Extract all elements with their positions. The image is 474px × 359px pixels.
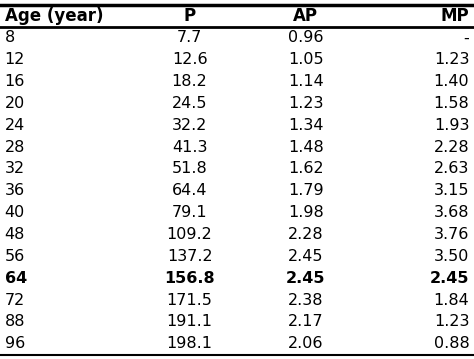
- Text: 40: 40: [5, 205, 25, 220]
- Text: 36: 36: [5, 183, 25, 198]
- Text: 88: 88: [5, 314, 25, 330]
- Text: 32: 32: [5, 162, 25, 177]
- Text: 12: 12: [5, 52, 25, 67]
- Text: 28: 28: [5, 140, 25, 155]
- Text: 109.2: 109.2: [167, 227, 212, 242]
- Text: P: P: [183, 7, 196, 25]
- Text: 1.93: 1.93: [434, 118, 469, 133]
- Text: 56: 56: [5, 249, 25, 264]
- Text: 1.05: 1.05: [288, 52, 324, 67]
- Text: 24.5: 24.5: [172, 96, 207, 111]
- Text: 1.48: 1.48: [288, 140, 324, 155]
- Text: 1.62: 1.62: [288, 162, 324, 177]
- Text: 3.76: 3.76: [434, 227, 469, 242]
- Text: 2.45: 2.45: [430, 271, 469, 286]
- Text: 1.79: 1.79: [288, 183, 324, 198]
- Text: 20: 20: [5, 96, 25, 111]
- Text: 171.5: 171.5: [167, 293, 212, 308]
- Text: 79.1: 79.1: [172, 205, 208, 220]
- Text: 96: 96: [5, 336, 25, 351]
- Text: 64: 64: [5, 271, 27, 286]
- Text: 64.4: 64.4: [172, 183, 207, 198]
- Text: 51.8: 51.8: [172, 162, 208, 177]
- Text: 48: 48: [5, 227, 25, 242]
- Text: 7.7: 7.7: [177, 31, 202, 45]
- Text: 2.45: 2.45: [288, 249, 323, 264]
- Text: 191.1: 191.1: [166, 314, 213, 330]
- Text: 0.88: 0.88: [434, 336, 469, 351]
- Text: 2.28: 2.28: [288, 227, 324, 242]
- Text: 3.50: 3.50: [434, 249, 469, 264]
- Text: MP: MP: [441, 7, 469, 25]
- Text: 1.14: 1.14: [288, 74, 324, 89]
- Text: AP: AP: [293, 7, 318, 25]
- Text: 24: 24: [5, 118, 25, 133]
- Text: 1.98: 1.98: [288, 205, 324, 220]
- Text: 16: 16: [5, 74, 25, 89]
- Text: 1.84: 1.84: [434, 293, 469, 308]
- Text: 72: 72: [5, 293, 25, 308]
- Text: 2.28: 2.28: [434, 140, 469, 155]
- Text: 1.58: 1.58: [434, 96, 469, 111]
- Text: 1.23: 1.23: [288, 96, 323, 111]
- Text: 198.1: 198.1: [166, 336, 213, 351]
- Text: 2.06: 2.06: [288, 336, 323, 351]
- Text: 1.23: 1.23: [434, 314, 469, 330]
- Text: 12.6: 12.6: [172, 52, 208, 67]
- Text: 2.38: 2.38: [288, 293, 323, 308]
- Text: 2.63: 2.63: [434, 162, 469, 177]
- Text: 41.3: 41.3: [172, 140, 207, 155]
- Text: Age (year): Age (year): [5, 7, 103, 25]
- Text: 8: 8: [5, 31, 15, 45]
- Text: 3.68: 3.68: [434, 205, 469, 220]
- Text: 156.8: 156.8: [164, 271, 215, 286]
- Text: -: -: [464, 31, 469, 45]
- Text: 2.45: 2.45: [286, 271, 326, 286]
- Text: 2.17: 2.17: [288, 314, 324, 330]
- Text: 1.23: 1.23: [434, 52, 469, 67]
- Text: 0.96: 0.96: [288, 31, 323, 45]
- Text: 1.34: 1.34: [288, 118, 323, 133]
- Text: 3.15: 3.15: [434, 183, 469, 198]
- Text: 1.40: 1.40: [434, 74, 469, 89]
- Text: 18.2: 18.2: [172, 74, 208, 89]
- Text: 32.2: 32.2: [172, 118, 207, 133]
- Text: 137.2: 137.2: [167, 249, 212, 264]
